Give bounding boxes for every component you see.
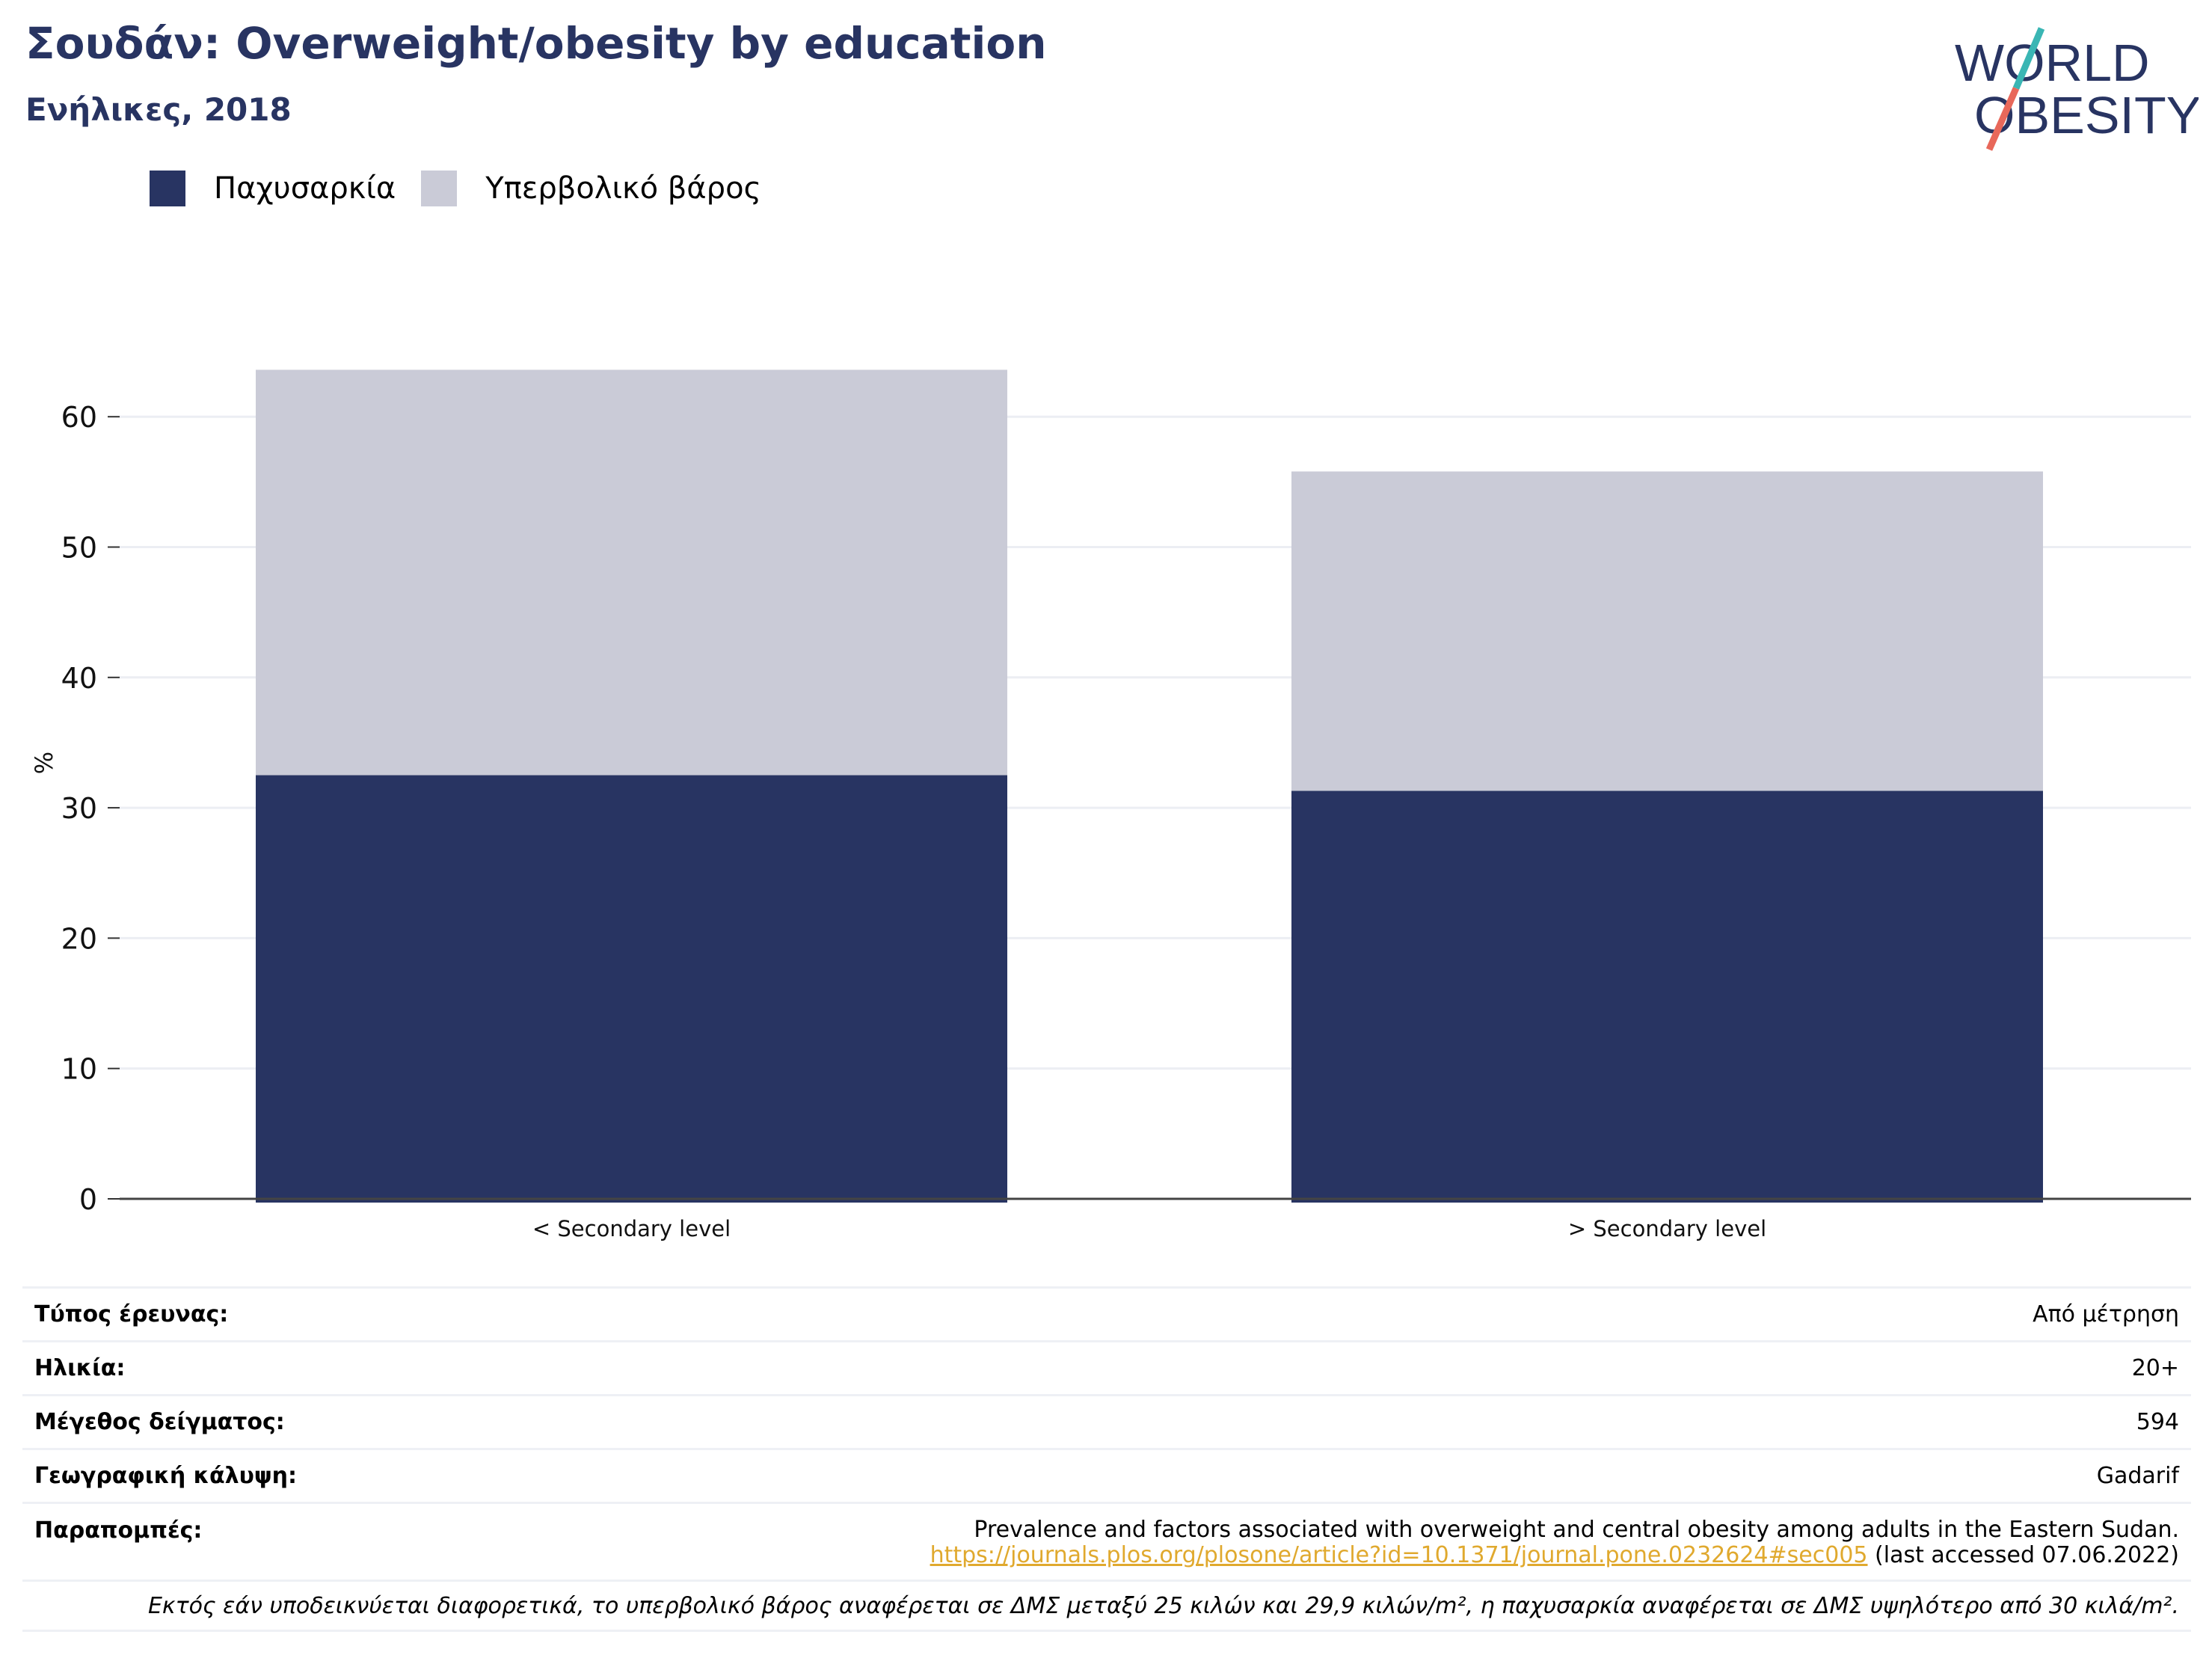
- legend-swatch-overweight: [421, 171, 458, 206]
- y-tick-label: 60: [61, 401, 97, 434]
- world-obesity-logo: WORLD OBESITY: [1955, 27, 2199, 151]
- info-row-coverage: Γεωγραφική κάλυψη: Gadarif: [22, 1448, 2191, 1502]
- legend-label-obesity: Παχυσαρκία: [214, 171, 396, 206]
- definition-note: Εκτός εάν υποδεικνύεται διαφορετικά, το …: [22, 1580, 2191, 1632]
- y-tick-label: 50: [61, 532, 97, 565]
- info-label: Μέγεθος δείγματος:: [34, 1409, 285, 1435]
- bar-overweight: [1291, 471, 2043, 791]
- chart-legend: Παχυσαρκία Υπερβολικό βάρος: [150, 171, 787, 206]
- y-tick-label: 0: [79, 1183, 97, 1216]
- info-label: Ηλικία:: [34, 1355, 126, 1381]
- info-value: 594: [2136, 1409, 2179, 1435]
- chart-subtitle: Ενήλικες, 2018: [25, 91, 292, 128]
- svg-text:WORLD: WORLD: [1955, 34, 2150, 92]
- y-tick-label: 10: [61, 1053, 97, 1086]
- bar-obesity: [1291, 791, 2043, 1203]
- bar-overweight: [256, 369, 1007, 776]
- x-tick-label: > Secondary level: [1568, 1216, 1766, 1241]
- info-value: 20+: [2131, 1355, 2179, 1381]
- legend-item-overweight: Υπερβολικό βάρος: [421, 171, 761, 206]
- chart-title: Σουδάν: Overweight/obesity by education: [25, 18, 1047, 69]
- bar-chart: 0 10 20 30 40 50 60% < Secondary level > Seconda…: [30, 369, 2191, 1241]
- survey-info-table: Τύπος έρευνας: Από μέτρηση Ηλικία: 20+ Μ…: [22, 1286, 2191, 1632]
- info-row-age: Ηλικία: 20+: [22, 1340, 2191, 1394]
- y-tick-label: 30: [61, 792, 97, 825]
- legend-swatch-obesity: [150, 171, 185, 206]
- legend-item-obesity: Παχυσαρκία: [150, 171, 396, 206]
- legend-label-overweight: Υπερβολικό βάρος: [485, 171, 762, 206]
- bar-obesity: [256, 775, 1007, 1203]
- x-tick-label: < Secondary level: [532, 1216, 731, 1241]
- y-tick-label: 20: [61, 922, 97, 955]
- info-row-survey-type: Τύπος έρευνας: Από μέτρηση: [22, 1286, 2191, 1340]
- info-value: Prevalence and factors associated with o…: [930, 1517, 2179, 1568]
- info-row-sample-size: Μέγεθος δείγματος: 594: [22, 1394, 2191, 1448]
- info-label: Τύπος έρευνας:: [34, 1301, 229, 1327]
- reference-text: Prevalence and factors associated with o…: [974, 1517, 2179, 1543]
- reference-link[interactable]: https://journals.plos.org/plosone/articl…: [930, 1542, 1868, 1568]
- y-tick-label: 40: [61, 662, 97, 695]
- reference-accessed: (last accessed 07.06.2022): [1875, 1542, 2179, 1568]
- info-value: Gadarif: [2096, 1463, 2179, 1489]
- info-value: Από μέτρηση: [2033, 1301, 2179, 1327]
- info-label: Γεωγραφική κάλυψη:: [34, 1463, 298, 1489]
- y-axis-label: %: [30, 752, 58, 774]
- info-label: Παραπομπές:: [34, 1517, 203, 1544]
- info-row-references: Παραπομπές: Prevalence and factors assoc…: [22, 1502, 2191, 1580]
